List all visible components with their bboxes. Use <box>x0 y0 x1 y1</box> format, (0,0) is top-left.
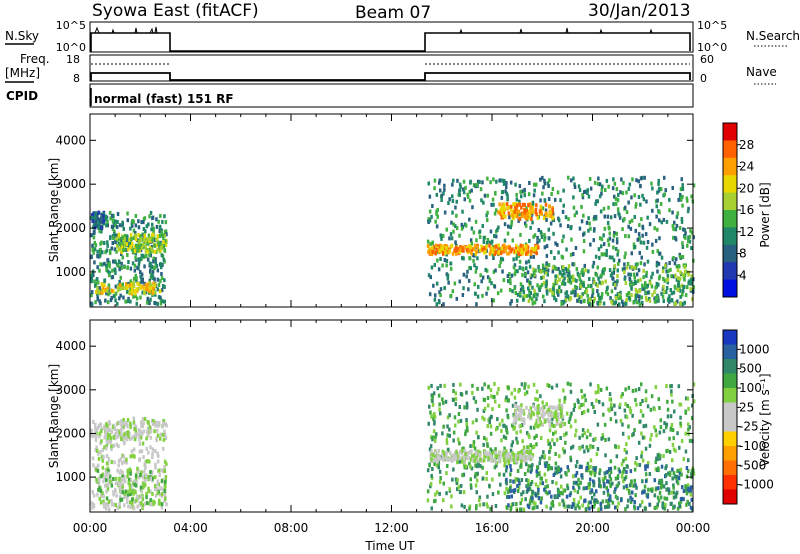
colorbar-swatch <box>723 262 737 281</box>
cpid-label: CPID <box>6 89 38 103</box>
colorbar-tick-label: -1000 <box>739 478 774 492</box>
power-ytick-label: 3000 <box>55 177 86 191</box>
time-tick-label: 20:00 <box>575 521 610 535</box>
colorbar-tick-label: 500 <box>739 362 762 376</box>
nsky-label: N.Sky <box>5 29 39 43</box>
colorbar-swatch <box>723 175 737 194</box>
freq-panel <box>89 54 694 82</box>
nsky-trace <box>90 32 691 52</box>
colorbar-swatch <box>723 227 737 246</box>
velocity-panel: 1000 2000 3000 4000 Slant Range [km] <box>47 319 696 513</box>
colorbar-swatch <box>723 460 737 476</box>
colorbar-tick-label: 28 <box>739 138 754 152</box>
time-tick-label: 12:00 <box>374 521 409 535</box>
velocity-ytick-label: 3000 <box>55 383 86 397</box>
nsky-tick-bottom: 10^0 <box>56 41 86 54</box>
velocity-ytick-label: 1000 <box>55 470 86 484</box>
colorbar-tick-label: -500 <box>739 458 766 472</box>
velocity-ylabel: Slant Range [km] <box>47 364 61 468</box>
velocity-colorbar-label: Velocity [m s⁻¹] <box>758 373 772 466</box>
colorbar-swatch <box>723 330 737 345</box>
cpid-panel <box>89 83 694 108</box>
colorbar-tick-label: 24 <box>739 160 754 174</box>
nave-tick-top: 60 <box>700 53 714 66</box>
station-title: Syowa East (fitACF) <box>92 1 259 21</box>
nsky-tick-top: 10^5 <box>56 19 86 32</box>
power-panel: 1000 2000 3000 4000 Slant Range [km] <box>47 113 696 308</box>
colorbar-swatch <box>723 344 737 360</box>
power-colorbar-label: Power [dB] <box>758 182 772 247</box>
time-tick-label: 00:00 <box>676 521 711 535</box>
freq-label: Freq. <box>20 52 50 66</box>
time-tick-label: 00:00 <box>73 521 108 535</box>
colorbar-swatch <box>723 417 737 432</box>
power-ytick-label: 4000 <box>55 133 86 147</box>
power-ytick-label: 2000 <box>55 221 86 235</box>
time-tick-label: 16:00 <box>475 521 510 535</box>
colorbar-tick-label: -100 <box>739 439 766 453</box>
nsky-panel <box>89 21 694 53</box>
velocity-colorbar: 1000 500 100 25 -25 -100 -500 -1000 <box>722 329 774 505</box>
velocity-ytick-label: 2000 <box>55 426 86 440</box>
beam-title: Beam 07 <box>355 3 431 23</box>
power-ytick-label: 1000 <box>55 265 86 279</box>
time-axis-labels: 00:00 04:00 08:00 12:00 16:00 20:00 00:00 <box>73 521 711 535</box>
colorbar-tick-label: 20 <box>739 181 754 195</box>
colorbar-swatch <box>723 140 737 159</box>
velocity-ytick-label: 4000 <box>55 339 86 353</box>
colorbar-swatch <box>723 359 737 374</box>
colorbar-tick-label: 12 <box>739 225 754 239</box>
time-axis-label: Time UT <box>364 539 415 553</box>
colorbar-swatch <box>723 431 737 447</box>
nave-tick-bottom: 0 <box>700 72 707 85</box>
nsearch-tick-top: 10^5 <box>697 19 727 32</box>
colorbar-tick-label: 1000 <box>739 342 770 356</box>
colorbar-swatch <box>723 475 737 490</box>
colorbar-swatch <box>723 446 737 461</box>
colorbar-tick-label: 25 <box>739 400 754 414</box>
colorbar-swatch <box>723 123 737 141</box>
colorbar-swatch <box>723 210 737 228</box>
freq-unit: [MHz] <box>5 66 40 80</box>
power-colorbar: 28 24 20 16 12 8 4 <box>722 122 754 298</box>
time-tick-label: 08:00 <box>274 521 309 535</box>
time-tick-label: 04:00 <box>173 521 208 535</box>
velocity-data <box>90 381 696 512</box>
nave-label: Nave <box>746 65 777 79</box>
colorbar-tick-label: -25 <box>739 420 759 434</box>
colorbar-swatch <box>723 489 737 505</box>
date-title: 30/Jan/2013 <box>588 1 691 21</box>
colorbar-tick-label: 100 <box>739 381 762 395</box>
freq-tick-top: 18 <box>66 53 80 66</box>
colorbar-tick-label: 16 <box>739 203 754 217</box>
colorbar-swatch <box>723 157 737 176</box>
power-data <box>90 175 696 307</box>
colorbar-swatch <box>723 244 737 263</box>
colorbar-tick-label: 8 <box>739 247 747 261</box>
colorbar-tick-label: 4 <box>739 268 747 282</box>
colorbar-swatch <box>723 279 737 298</box>
colorbar-swatch <box>723 388 737 403</box>
freq-tick-bottom: 8 <box>73 72 80 85</box>
power-ylabel: Slant Range [km] <box>47 158 61 262</box>
colorbar-swatch <box>723 402 737 418</box>
nsearch-tick-bottom: 10^0 <box>697 41 727 54</box>
cpid-text: normal (fast) 151 RF <box>94 92 234 106</box>
colorbar-swatch <box>723 373 737 389</box>
nsearch-label: N.Search <box>746 29 800 43</box>
colorbar-swatch <box>723 192 737 211</box>
freq-trace <box>90 72 691 81</box>
